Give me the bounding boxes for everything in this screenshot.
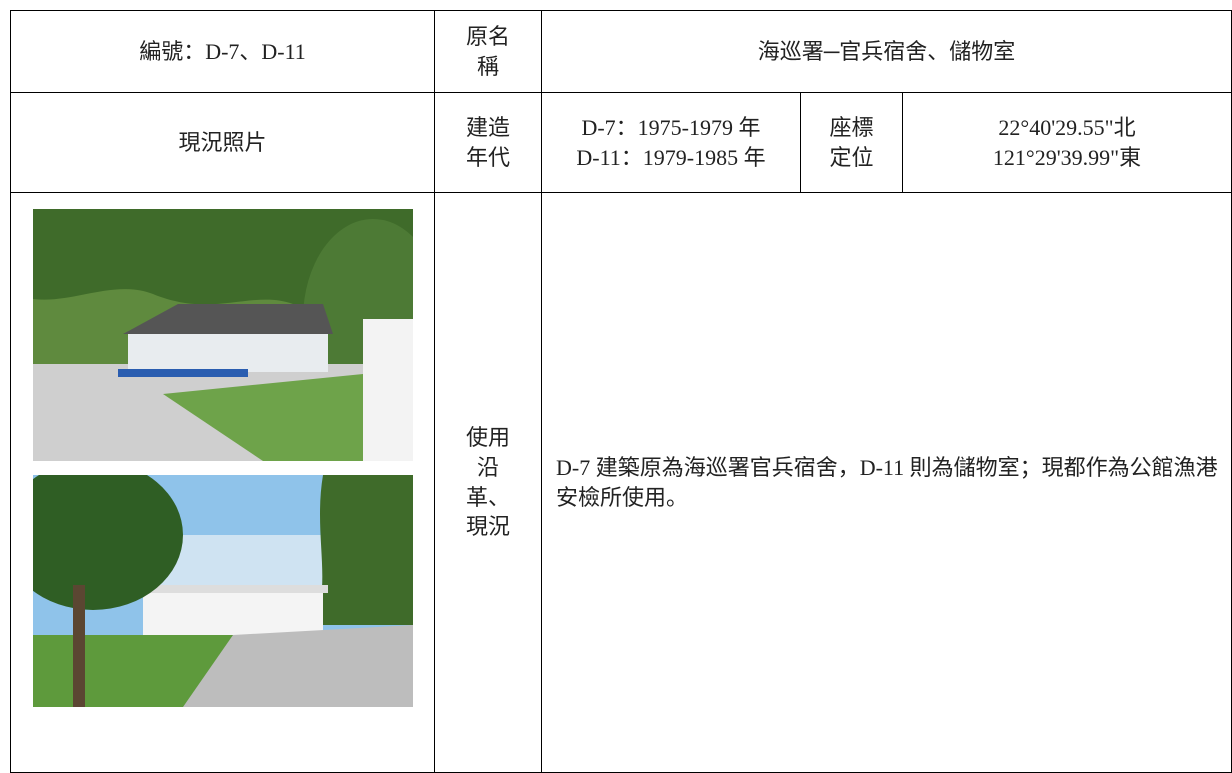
year-line: D-7：1975-1979 年 <box>581 114 761 140</box>
coord-line: 121°29'39.99"東 <box>992 144 1142 170</box>
row: 編號：D-7、D-11 原名稱 海巡署─官兵宿舍、儲物室 <box>10 10 1232 93</box>
coords-cell: 22°40'29.55"北 121°29'39.99"東 <box>901 92 1232 193</box>
coord-line: 22°40'29.55"北 <box>998 114 1136 140</box>
record-table: 編號：D-7、D-11 原名稱 海巡署─官兵宿舍、儲物室 現況照片 建造年代 D… <box>10 10 1232 773</box>
label: 使用沿革、現況 <box>465 425 510 540</box>
year-line: D-11：1979-1985 年 <box>576 144 766 170</box>
page: 編號：D-7、D-11 原名稱 海巡署─官兵宿舍、儲物室 現況照片 建造年代 D… <box>10 10 1232 773</box>
row: 現況照片 建造年代 D-7：1975-1979 年 D-11：1979-1985… <box>10 92 1232 193</box>
label: 建造年代 <box>465 114 510 170</box>
row: 使用沿革、現況 D-7 建築原為海巡署官兵宿舍，D-11 則為儲物室；現都作為公… <box>10 192 1232 773</box>
photos-cell <box>10 192 435 773</box>
label: 座標定位 <box>829 114 874 170</box>
label-cell: 座標定位 <box>800 92 903 193</box>
years-cell: D-7：1975-1979 年 D-11：1979-1985 年 <box>541 92 801 193</box>
name-cell: 海巡署─官兵宿舍、儲物室 <box>540 10 1232 93</box>
history-cell: D-7 建築原為海巡署官兵宿舍，D-11 則為儲物室；現都作為公館漁港安檢所使用… <box>540 192 1232 773</box>
label-cell: 建造年代 <box>434 92 542 193</box>
id-cell: 編號：D-7、D-11 <box>10 10 435 93</box>
label-cell: 原名稱 <box>434 10 542 93</box>
photo <box>32 209 413 461</box>
label-cell: 使用沿革、現況 <box>434 192 542 773</box>
photo-label: 現況照片 <box>10 92 435 193</box>
photo <box>32 475 413 707</box>
label: 原名稱 <box>465 23 510 79</box>
